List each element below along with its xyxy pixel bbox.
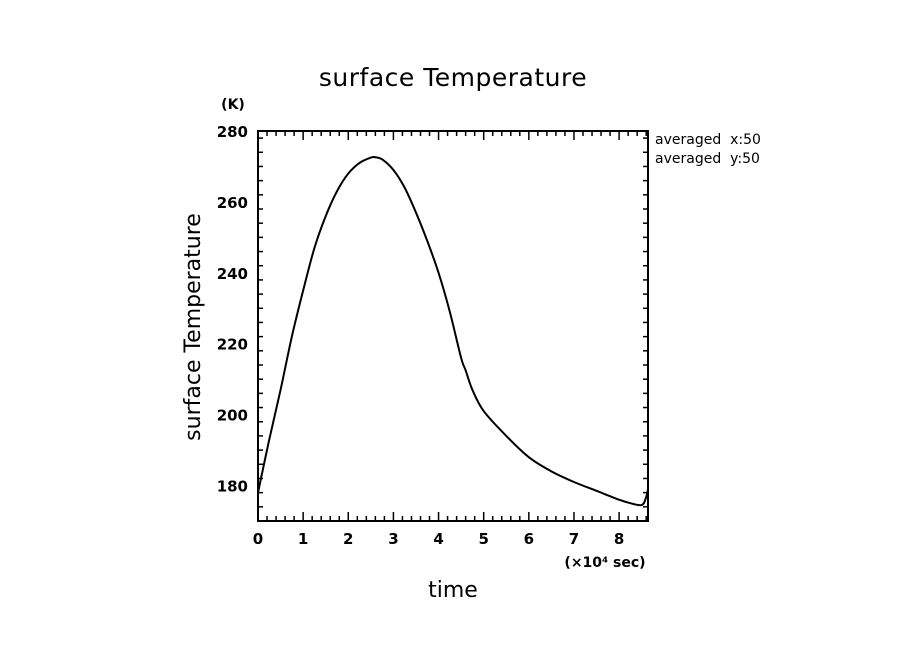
y-tick-label: 240: [217, 265, 248, 283]
y-tick-label: 200: [217, 407, 248, 425]
series-line: [257, 155, 649, 507]
x-tick-label: 3: [388, 530, 398, 548]
annotation-y-average: averaged y:50: [655, 151, 760, 167]
axis-ticks: [257, 131, 648, 522]
x-tick-label: 0: [253, 530, 263, 548]
y-tick-label: 220: [217, 336, 248, 354]
annotation-clip-mask: [778, 128, 818, 170]
y-axis-title: surface Temperature: [181, 213, 206, 441]
x-axis-title: time: [428, 578, 478, 603]
y-tick-label: 180: [217, 478, 248, 496]
plot-frame: [257, 130, 649, 522]
x-tick-label: 1: [298, 530, 308, 548]
chart-title: surface Temperature: [319, 63, 587, 92]
y-axis-unit: (K): [221, 97, 245, 113]
y-tick-label: 280: [217, 123, 248, 141]
x-tick-label: 6: [524, 530, 534, 548]
y-tick-label: 260: [217, 194, 248, 212]
annotation-x-average: averaged x:50: [655, 132, 761, 148]
x-tick-label: 4: [433, 530, 443, 548]
x-tick-label: 5: [478, 530, 488, 548]
tick-labels: 0 1 2 3 4 5 6 7 8 180 200 220 240 260 280: [217, 123, 625, 548]
x-axis-unit: (×10⁴ sec): [564, 555, 645, 571]
x-tick-label: 7: [569, 530, 579, 548]
x-tick-label: 8: [614, 530, 624, 548]
x-tick-label: 2: [343, 530, 353, 548]
